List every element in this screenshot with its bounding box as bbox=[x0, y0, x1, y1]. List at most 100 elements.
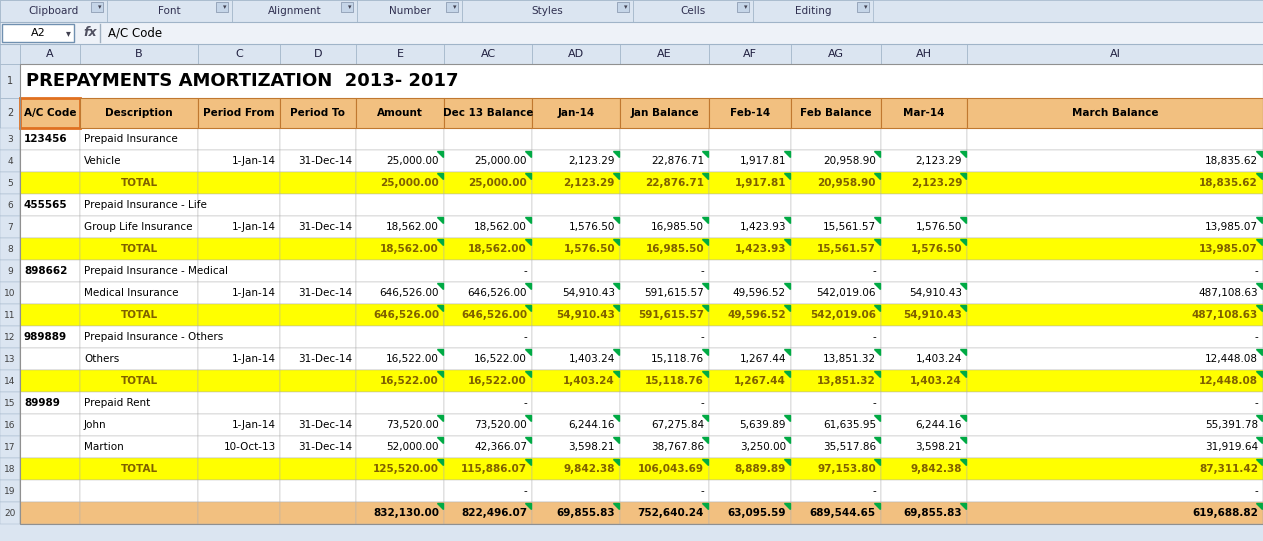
Bar bbox=[882, 128, 967, 150]
Text: 18,562.00: 18,562.00 bbox=[474, 222, 527, 232]
Bar bbox=[445, 348, 532, 370]
Text: 25,000.00: 25,000.00 bbox=[380, 178, 440, 188]
Bar bbox=[709, 458, 791, 480]
Polygon shape bbox=[960, 349, 966, 355]
Polygon shape bbox=[784, 415, 789, 421]
Text: 67,275.84: 67,275.84 bbox=[650, 420, 703, 430]
Bar bbox=[280, 260, 356, 282]
Bar bbox=[791, 172, 882, 194]
Text: TOTAL: TOTAL bbox=[120, 244, 158, 254]
Text: -: - bbox=[1254, 332, 1258, 342]
Text: 38,767.86: 38,767.86 bbox=[650, 442, 703, 452]
Bar bbox=[618, 2, 629, 12]
Bar bbox=[198, 458, 280, 480]
Polygon shape bbox=[960, 459, 966, 465]
Bar bbox=[20, 128, 80, 150]
Text: 31-Dec-14: 31-Dec-14 bbox=[298, 442, 352, 452]
Bar bbox=[967, 304, 1263, 326]
Bar bbox=[882, 194, 967, 216]
Text: 18,562.00: 18,562.00 bbox=[386, 222, 440, 232]
Bar bbox=[280, 326, 356, 348]
Text: 1,576.50: 1,576.50 bbox=[911, 244, 962, 254]
Polygon shape bbox=[784, 503, 789, 509]
Bar bbox=[280, 238, 356, 260]
Text: 16,985.50: 16,985.50 bbox=[645, 244, 703, 254]
Bar bbox=[280, 370, 356, 392]
Text: 25,000.00: 25,000.00 bbox=[386, 156, 440, 166]
Text: 455565: 455565 bbox=[24, 200, 68, 210]
Text: TOTAL: TOTAL bbox=[120, 376, 158, 386]
Polygon shape bbox=[1255, 437, 1262, 443]
Polygon shape bbox=[613, 305, 619, 311]
Polygon shape bbox=[525, 503, 530, 509]
Text: -: - bbox=[700, 332, 703, 342]
Text: PREPAYMENTS AMORTIZATION  2013- 2017: PREPAYMENTS AMORTIZATION 2013- 2017 bbox=[27, 72, 458, 90]
Bar bbox=[356, 172, 445, 194]
Bar bbox=[882, 392, 967, 414]
Bar bbox=[882, 370, 967, 392]
Text: AI: AI bbox=[1110, 49, 1120, 59]
Bar bbox=[280, 172, 356, 194]
Polygon shape bbox=[613, 173, 619, 179]
Bar bbox=[280, 194, 356, 216]
Bar bbox=[356, 304, 445, 326]
Text: AF: AF bbox=[743, 49, 757, 59]
Polygon shape bbox=[437, 349, 443, 355]
Bar bbox=[620, 326, 709, 348]
Bar bbox=[620, 172, 709, 194]
Bar bbox=[280, 436, 356, 458]
Polygon shape bbox=[702, 305, 709, 311]
Polygon shape bbox=[960, 371, 966, 377]
Text: 25,000.00: 25,000.00 bbox=[475, 156, 527, 166]
Polygon shape bbox=[874, 437, 880, 443]
Bar bbox=[882, 414, 967, 436]
Bar bbox=[80, 304, 198, 326]
Text: 25,000.00: 25,000.00 bbox=[469, 178, 527, 188]
Bar bbox=[620, 480, 709, 502]
Bar bbox=[80, 128, 198, 150]
Bar bbox=[709, 392, 791, 414]
Polygon shape bbox=[702, 239, 709, 245]
Bar bbox=[0, 348, 20, 370]
Bar bbox=[356, 128, 445, 150]
Text: 3,598.21: 3,598.21 bbox=[568, 442, 615, 452]
Text: 3: 3 bbox=[8, 135, 13, 143]
Bar bbox=[80, 216, 198, 238]
Bar bbox=[341, 2, 352, 12]
Text: 9,842.38: 9,842.38 bbox=[563, 464, 615, 474]
Bar bbox=[882, 172, 967, 194]
Bar bbox=[791, 260, 882, 282]
Bar bbox=[198, 370, 280, 392]
Bar bbox=[858, 2, 869, 12]
Bar bbox=[882, 348, 967, 370]
Text: 832,130.00: 832,130.00 bbox=[373, 508, 440, 518]
Text: 6,244.16: 6,244.16 bbox=[568, 420, 615, 430]
Text: 20: 20 bbox=[4, 509, 15, 518]
Bar bbox=[20, 480, 80, 502]
Bar bbox=[0, 436, 20, 458]
Bar bbox=[198, 436, 280, 458]
Polygon shape bbox=[525, 305, 530, 311]
Bar bbox=[445, 326, 532, 348]
Text: 1,267.44: 1,267.44 bbox=[734, 376, 786, 386]
Text: 13,985.07: 13,985.07 bbox=[1205, 222, 1258, 232]
Text: ▾: ▾ bbox=[99, 4, 102, 10]
Bar bbox=[80, 260, 198, 282]
Text: 752,640.24: 752,640.24 bbox=[638, 508, 703, 518]
Bar bbox=[20, 304, 80, 326]
Polygon shape bbox=[437, 437, 443, 443]
Bar bbox=[532, 458, 620, 480]
Polygon shape bbox=[702, 151, 709, 157]
Polygon shape bbox=[702, 173, 709, 179]
Polygon shape bbox=[525, 349, 530, 355]
Bar bbox=[709, 44, 791, 64]
Text: B: B bbox=[135, 49, 143, 59]
Text: 16,522.00: 16,522.00 bbox=[380, 376, 440, 386]
Bar bbox=[532, 414, 620, 436]
Text: 73,520.00: 73,520.00 bbox=[474, 420, 527, 430]
Text: 19: 19 bbox=[4, 486, 15, 496]
Text: 2: 2 bbox=[6, 108, 13, 118]
Polygon shape bbox=[1255, 173, 1262, 179]
Text: 13,985.07: 13,985.07 bbox=[1200, 244, 1258, 254]
Bar bbox=[356, 260, 445, 282]
